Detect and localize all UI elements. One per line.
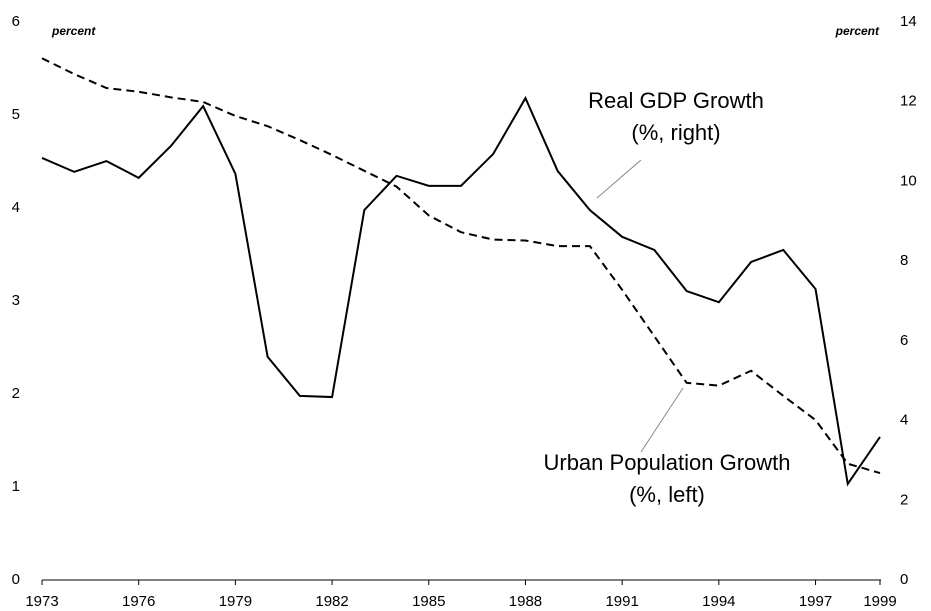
series-line bbox=[41, 95, 881, 487]
y-tick-label: 1 bbox=[12, 478, 20, 495]
y-tick-label: 5 bbox=[12, 106, 20, 123]
x-tick-label: 1991 bbox=[605, 593, 638, 610]
y2-tick-label: 0 bbox=[900, 571, 908, 588]
annotation: Real GDP Growth bbox=[588, 88, 764, 113]
y-tick-label: 3 bbox=[12, 292, 20, 309]
x-tick-label: 1982 bbox=[315, 593, 348, 610]
y-tick-label: 2 bbox=[12, 385, 20, 402]
pointer bbox=[640, 387, 684, 453]
x-tick-label: 1988 bbox=[509, 593, 542, 610]
x-tick-label: 1999 bbox=[863, 593, 896, 610]
x-tick-label: 1973 bbox=[25, 593, 58, 610]
x-tick-label: 1985 bbox=[412, 593, 445, 610]
y2-tick-label: 12 bbox=[900, 93, 917, 110]
annotation: Urban Population Growth bbox=[543, 450, 790, 475]
x-tick-label: 1994 bbox=[702, 593, 735, 610]
y-tick-label: 0 bbox=[12, 571, 20, 588]
y2-tick-label: 4 bbox=[900, 412, 908, 429]
annotation: (%, right) bbox=[631, 120, 720, 145]
annotation: (%, left) bbox=[629, 482, 705, 507]
annotation: percent bbox=[51, 24, 96, 38]
y-tick-label: 4 bbox=[12, 199, 20, 216]
y2-tick-label: 2 bbox=[900, 491, 908, 508]
y2-tick-label: 8 bbox=[900, 252, 908, 269]
series-line bbox=[41, 57, 881, 475]
y2-tick-label: 6 bbox=[900, 332, 908, 349]
y2-tick-label: 10 bbox=[900, 172, 917, 189]
y2-tick-label: 14 bbox=[900, 13, 917, 30]
x-tick-label: 1979 bbox=[219, 593, 252, 610]
pointer bbox=[596, 159, 642, 199]
x-tick-label: 1976 bbox=[122, 593, 155, 610]
y-tick-label: 6 bbox=[12, 13, 20, 30]
x-tick-label: 1997 bbox=[799, 593, 832, 610]
annotation: percent bbox=[835, 24, 880, 38]
